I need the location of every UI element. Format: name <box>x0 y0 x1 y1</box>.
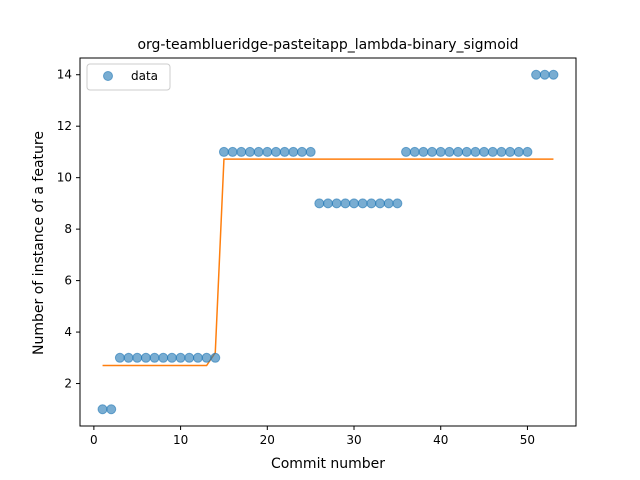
data-point <box>444 146 455 157</box>
data-point <box>253 146 264 157</box>
legend-marker <box>103 71 113 81</box>
data-point <box>401 146 412 157</box>
data-point <box>288 146 299 157</box>
data-point <box>114 352 125 363</box>
fit-line <box>102 158 554 367</box>
data-point <box>244 146 255 157</box>
data-point <box>349 198 360 209</box>
data-point <box>531 69 542 80</box>
data-points-layer <box>97 69 559 415</box>
data-point <box>331 198 342 209</box>
chart-title: org-teamblueridge-pasteitapp_lambda-bina… <box>137 37 518 53</box>
data-point <box>123 352 134 363</box>
data-point <box>375 198 386 209</box>
x-tick-label: 0 <box>90 433 98 447</box>
data-point <box>461 146 472 157</box>
plot-area <box>79 57 577 427</box>
data-point <box>487 146 498 157</box>
data-point <box>409 146 420 157</box>
data-point <box>522 146 533 157</box>
data-point <box>296 146 307 157</box>
legend-box <box>86 63 171 91</box>
data-point <box>470 146 481 157</box>
data-point <box>210 352 221 363</box>
y-tick-label: 2 <box>64 377 72 391</box>
x-axis-label: Commit number <box>271 456 385 472</box>
plot-frame <box>79 57 577 427</box>
data-point <box>340 198 351 209</box>
y-tick-label: 6 <box>64 274 72 288</box>
data-point <box>262 146 273 157</box>
y-axis-label: Number of instance of a feature <box>31 131 47 355</box>
data-point <box>106 404 117 415</box>
data-point <box>383 198 394 209</box>
data-point <box>453 146 464 157</box>
data-point <box>357 198 368 209</box>
data-point <box>192 352 203 363</box>
data-point <box>539 69 550 80</box>
y-axis: 2 4 6 8 10 12 14 <box>57 68 80 391</box>
legend-entry-data: data <box>131 69 158 83</box>
data-point <box>427 146 438 157</box>
y-tick-label: 14 <box>57 68 72 82</box>
y-tick-label: 8 <box>64 222 72 236</box>
x-tick-label: 40 <box>433 433 448 447</box>
data-point <box>97 404 108 415</box>
data-point <box>323 198 333 209</box>
data-point <box>418 146 429 157</box>
data-point <box>218 146 229 157</box>
data-point <box>149 352 160 363</box>
y-tick-label: 4 <box>64 325 72 339</box>
data-point <box>166 352 177 363</box>
data-point <box>132 352 143 363</box>
data-point <box>435 146 446 157</box>
x-axis: 0 10 20 30 40 50 <box>90 426 535 447</box>
data-point <box>184 352 195 363</box>
data-point <box>279 146 290 157</box>
fit-line-layer <box>102 158 554 367</box>
data-point <box>314 198 325 209</box>
data-point <box>201 352 212 363</box>
y-tick-label: 10 <box>57 171 72 185</box>
data-point <box>227 146 238 157</box>
legend: data <box>86 63 171 91</box>
data-point <box>270 146 281 157</box>
data-point <box>158 352 169 363</box>
data-point <box>305 146 316 157</box>
x-tick-label: 10 <box>173 433 188 447</box>
data-point <box>392 198 403 209</box>
x-tick-label: 50 <box>520 433 535 447</box>
data-point <box>496 146 507 157</box>
data-point <box>548 69 559 80</box>
data-point <box>236 146 247 157</box>
x-tick-label: 30 <box>346 433 361 447</box>
data-point <box>505 146 516 157</box>
data-point <box>479 146 490 157</box>
data-point <box>175 352 186 363</box>
data-point <box>140 352 151 363</box>
x-tick-label: 20 <box>260 433 275 447</box>
data-point <box>366 198 377 209</box>
data-point <box>513 146 524 157</box>
y-tick-label: 12 <box>57 119 72 133</box>
